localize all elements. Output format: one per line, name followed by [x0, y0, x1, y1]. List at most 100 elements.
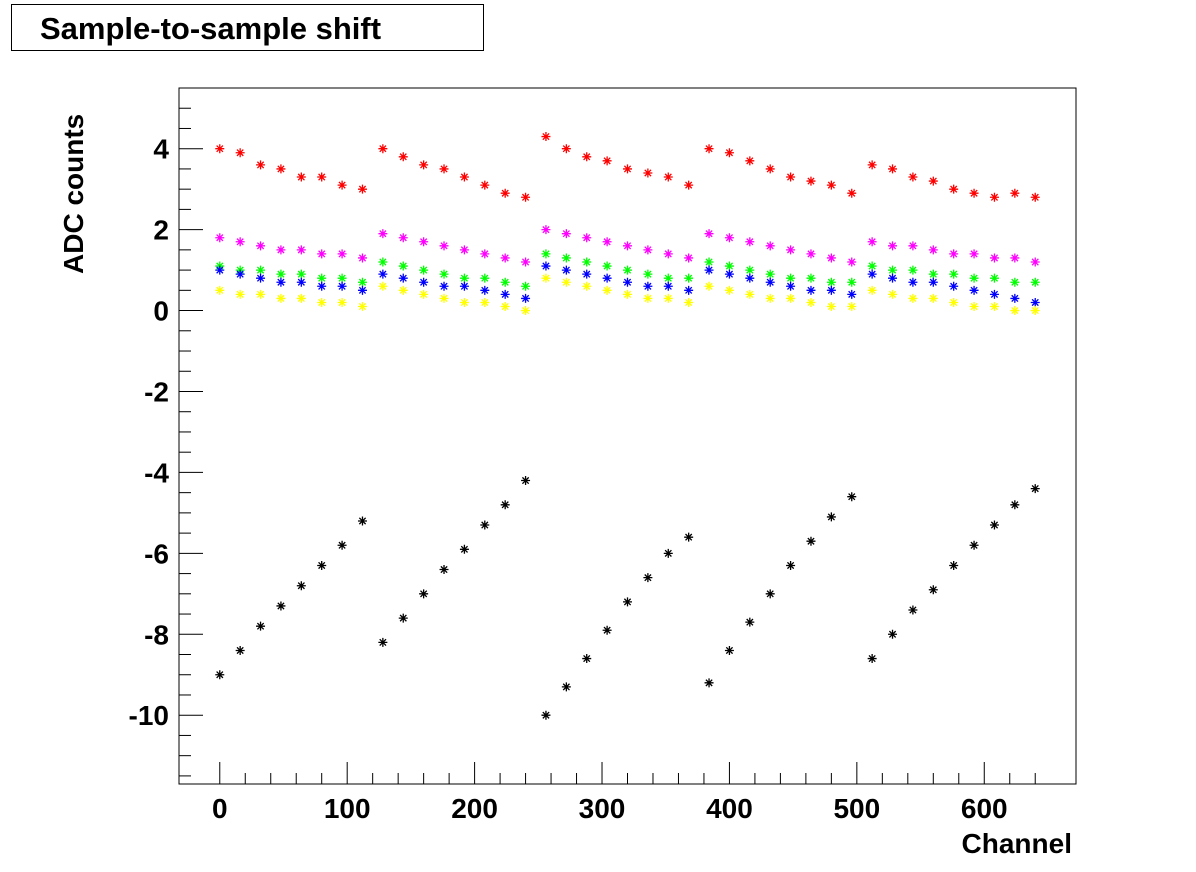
data-point — [398, 273, 408, 283]
data-point — [602, 285, 612, 295]
data-point — [500, 188, 510, 198]
x-tick-label: 200 — [451, 793, 498, 824]
data-point — [521, 306, 531, 316]
data-point — [235, 237, 245, 247]
data-point — [500, 500, 510, 510]
data-point — [908, 605, 918, 615]
x-axis-ticks: 0 100 200 300 400 500 600 — [212, 762, 1036, 824]
data-point — [888, 629, 898, 639]
data-point — [867, 237, 877, 247]
x-tick-label: 0 — [212, 793, 228, 824]
data-point — [398, 152, 408, 162]
data-point — [1010, 306, 1020, 316]
data-point — [826, 512, 836, 522]
data-point — [582, 233, 592, 243]
data-point — [317, 560, 327, 570]
data-point — [276, 269, 286, 279]
data-point — [582, 257, 592, 267]
data-point — [235, 148, 245, 158]
data-point — [561, 144, 571, 154]
data-point — [1030, 277, 1040, 287]
data-point — [928, 245, 938, 255]
data-point — [561, 253, 571, 263]
data-point — [786, 172, 796, 182]
y-axis-label: ADC counts — [58, 114, 89, 274]
data-point — [419, 277, 429, 287]
data-point — [602, 625, 612, 635]
data-point — [623, 597, 632, 607]
data-point — [888, 241, 898, 251]
data-point — [1010, 500, 1020, 510]
data-point — [1030, 192, 1040, 202]
data-point — [419, 265, 429, 275]
data-point — [256, 265, 266, 275]
data-point — [684, 253, 694, 263]
data-point — [439, 565, 449, 575]
data-point — [235, 269, 245, 279]
data-point — [704, 678, 714, 688]
data-point — [826, 277, 836, 287]
data-point — [1010, 253, 1020, 263]
data-point — [949, 269, 959, 279]
data-point — [623, 277, 632, 287]
data-point — [500, 289, 510, 299]
data-point — [439, 269, 449, 279]
data-point — [541, 710, 551, 720]
data-point — [398, 261, 408, 271]
data-point — [623, 265, 632, 275]
data-point — [357, 516, 367, 526]
data-point — [888, 164, 898, 174]
data-point — [765, 589, 775, 599]
data-point — [888, 265, 898, 275]
data-point — [296, 269, 306, 279]
data-point — [867, 654, 877, 664]
data-point — [1030, 484, 1040, 494]
data-point — [602, 237, 612, 247]
data-point — [337, 273, 347, 283]
data-point — [786, 281, 796, 291]
data-point — [684, 180, 694, 190]
data-point — [276, 293, 286, 303]
data-point — [826, 180, 836, 190]
data-point — [867, 285, 877, 295]
data-point — [704, 257, 714, 267]
data-point — [969, 302, 979, 312]
data-point — [928, 585, 938, 595]
data-point — [439, 293, 449, 303]
data-point — [847, 492, 857, 502]
data-point — [419, 237, 429, 247]
data-point — [317, 281, 327, 291]
data-point — [398, 285, 408, 295]
data-point — [398, 613, 408, 623]
data-point — [480, 180, 490, 190]
data-point — [806, 273, 816, 283]
data-point — [704, 229, 714, 239]
data-point — [623, 289, 632, 299]
data-point — [439, 241, 449, 251]
data-point — [357, 253, 367, 263]
data-point — [582, 281, 592, 291]
data-point — [276, 245, 286, 255]
data-point — [663, 249, 673, 259]
data-point — [643, 269, 653, 279]
data-point — [826, 302, 836, 312]
data-point — [867, 269, 877, 279]
data-point — [602, 261, 612, 271]
data-point — [847, 188, 857, 198]
data-point — [541, 261, 551, 271]
data-point — [969, 188, 979, 198]
data-point — [256, 241, 266, 251]
y-tick-label: -10 — [129, 700, 169, 731]
data-point — [317, 273, 327, 283]
data-point — [704, 281, 714, 291]
data-point — [357, 277, 367, 287]
data-point — [928, 293, 938, 303]
data-point — [765, 293, 775, 303]
data-point — [378, 637, 388, 647]
data-point — [847, 289, 857, 299]
data-point — [419, 289, 429, 299]
data-point — [500, 253, 510, 263]
data-point — [378, 144, 388, 154]
data-point — [684, 285, 694, 295]
data-point — [337, 297, 347, 307]
